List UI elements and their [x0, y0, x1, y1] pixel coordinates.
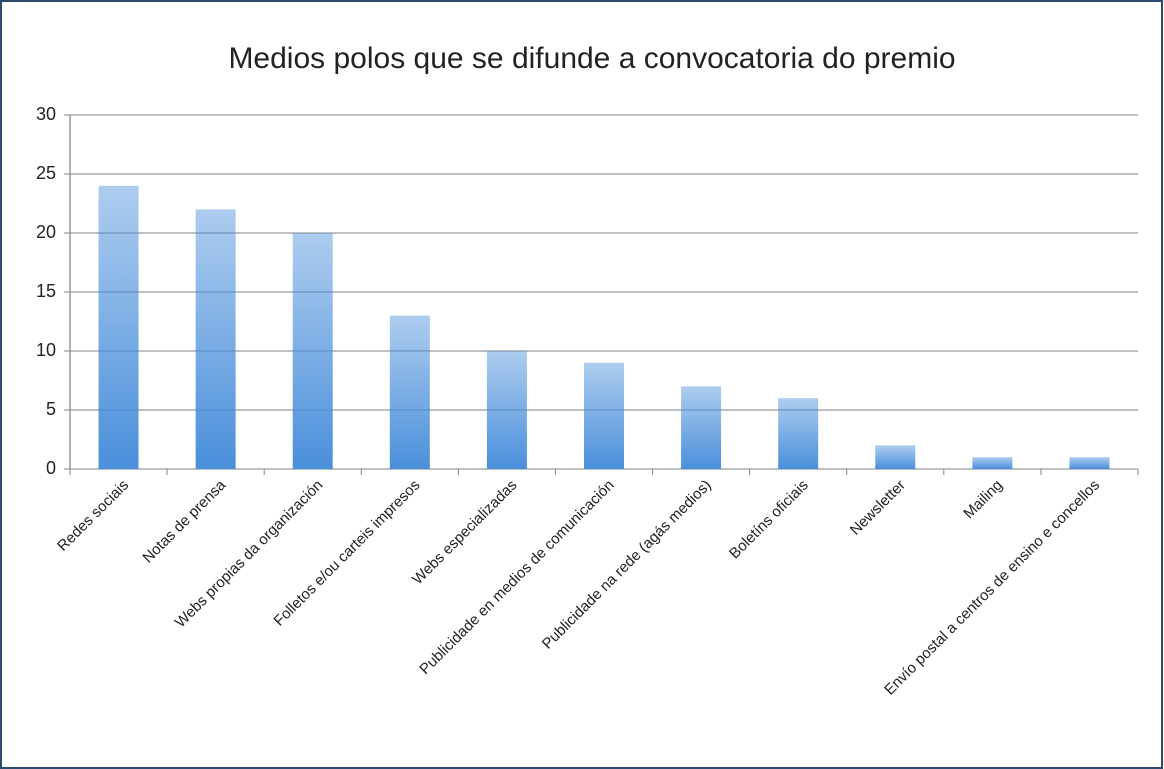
y-tick-label: 30: [36, 104, 56, 124]
bar: [778, 398, 819, 469]
y-tick-label: 10: [36, 340, 56, 360]
bar: [875, 445, 916, 469]
bar: [1069, 457, 1110, 469]
chart-title: Medios polos que se difunde a convocator…: [228, 42, 955, 75]
bar: [584, 362, 624, 469]
y-tick-label: 15: [36, 281, 56, 301]
bar: [389, 315, 430, 469]
y-tick-label: 0: [46, 458, 56, 478]
bar: [486, 351, 527, 469]
y-tick-label: 5: [46, 399, 56, 419]
y-tick-label: 25: [36, 163, 56, 183]
y-tick-label: 20: [36, 222, 56, 242]
bar: [195, 209, 236, 469]
bar: [972, 457, 1013, 469]
bar: [98, 185, 139, 470]
bar: [681, 386, 722, 469]
bar: [292, 233, 333, 469]
